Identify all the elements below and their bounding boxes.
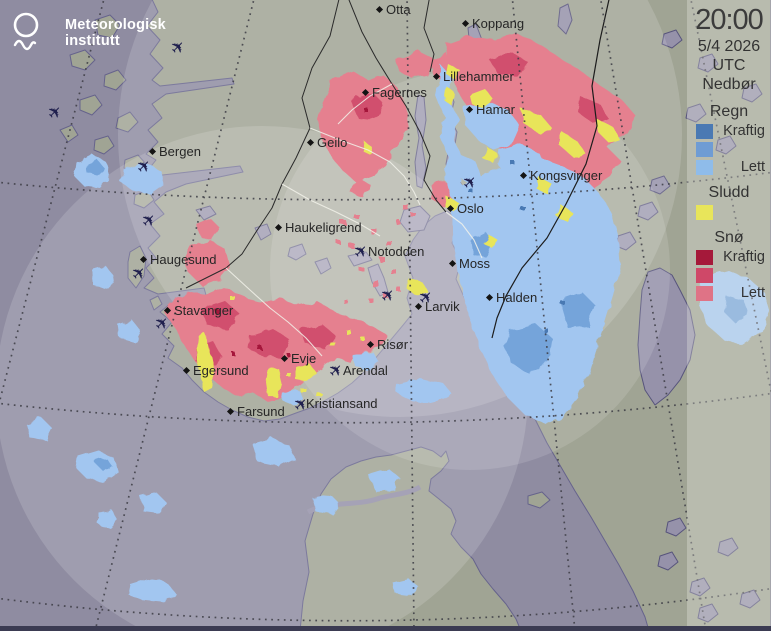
legend-swatch-label: Lett: [740, 285, 765, 301]
logo-line1: Meteorologisk: [65, 17, 166, 33]
legend-row: [696, 204, 765, 220]
legend-row: Lett: [696, 159, 765, 175]
legend-row: [696, 267, 765, 283]
met-logo: Meteorologisk institutt: [12, 11, 166, 53]
legend-row: Kraftig: [696, 123, 765, 139]
legend-row: [696, 141, 765, 157]
legend-swatch-label: Kraftig: [723, 123, 765, 139]
snow-heavy-areas: [216, 108, 368, 357]
legend-swatch-label: Kraftig: [723, 249, 765, 265]
legend-row: Lett: [696, 285, 765, 301]
legend-time: 20:00: [695, 4, 764, 36]
legend-timezone: UTC: [712, 57, 746, 74]
rain-light-areas: [26, 64, 770, 602]
legend-title: Nedbør: [702, 76, 756, 93]
legend-sections: Regn Kraftig Lett Sludd Snø Kraftig Lett: [687, 103, 771, 301]
legend-swatch: [696, 123, 713, 139]
legend-section-label: Regn: [709, 103, 749, 120]
legend-swatch: [696, 204, 713, 220]
logo-line2: institutt: [65, 32, 120, 49]
legend-section-label: Sludd: [708, 184, 750, 201]
legend-panel: 20:00 5/4 2026 UTC Nedbør Regn Kraftig Let…: [687, 0, 771, 631]
legend-swatch: [696, 285, 713, 301]
sleet-areas: [196, 64, 620, 398]
legend-swatch: [696, 267, 713, 283]
legend-swatch-label: Lett: [740, 159, 765, 175]
legend-swatch: [696, 249, 713, 265]
bottom-bar: [0, 626, 771, 631]
legend-date: 5/4 2026: [697, 38, 761, 55]
rain-heavy-areas: [470, 160, 564, 334]
legend-row: Kraftig: [696, 249, 765, 265]
borders: [185, 0, 610, 357]
legend-swatch: [696, 141, 713, 157]
legend-swatch: [696, 159, 713, 175]
legend-section-label: Snø: [714, 229, 744, 246]
met-logo-icon: [13, 12, 39, 51]
